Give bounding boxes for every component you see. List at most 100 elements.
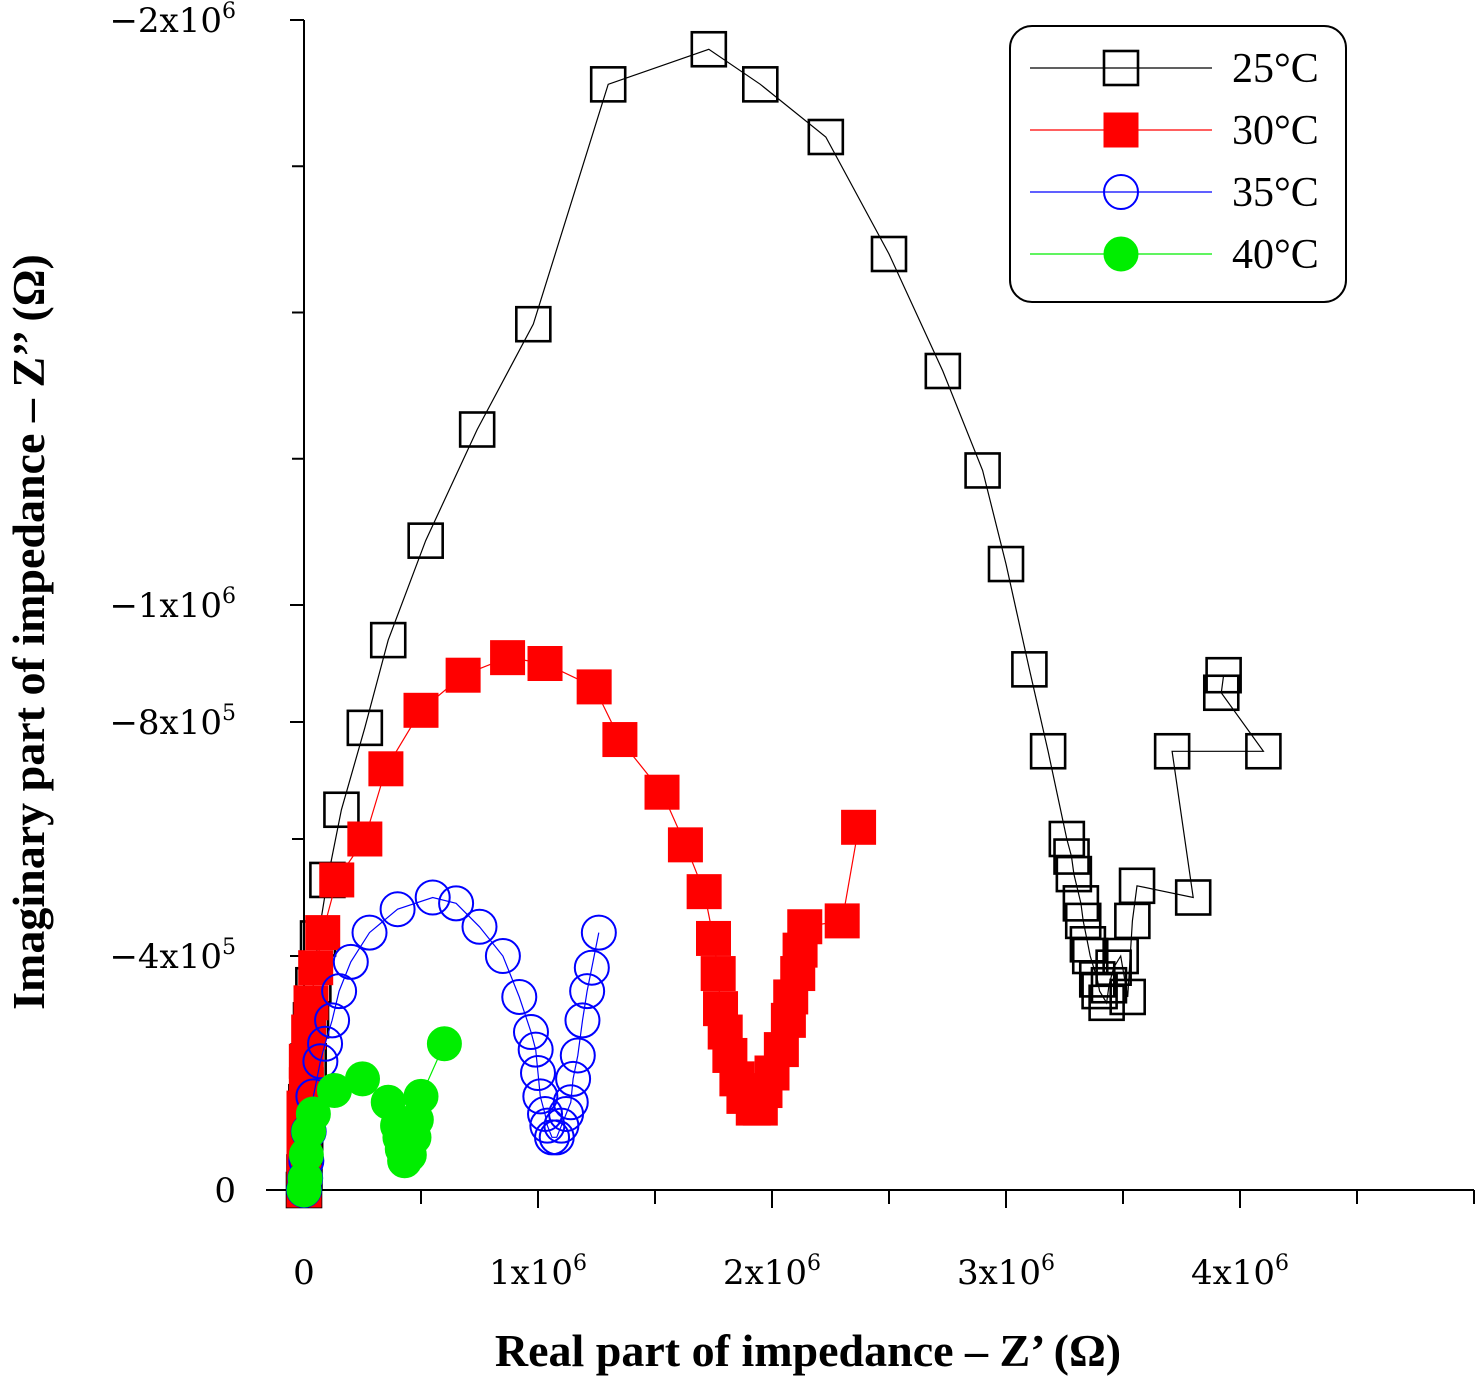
data-point [527, 646, 563, 681]
data-point [644, 774, 680, 810]
data-point [964, 452, 1001, 489]
data-point [1081, 972, 1118, 1010]
data-point [569, 973, 606, 1010]
tick-labels: 0 1x106 2x106 3x106 4x106 0 −4x105 −8x105 −1x106… [109, 0, 1289, 1293]
legend: 25°C 30°C 35°C 40°C [1009, 25, 1347, 303]
data-point [1055, 855, 1093, 893]
legend-entries: 25°C 30°C 35°C 40°C [1030, 46, 1319, 278]
data-point [426, 1026, 462, 1062]
data-point [305, 915, 341, 951]
data-point [870, 235, 908, 273]
y-tick-label: −2x106 [109, 0, 236, 41]
data-point [807, 118, 845, 156]
data-point [1205, 656, 1242, 694]
x-tick-label: 4x106 [1191, 1251, 1289, 1293]
data-point [323, 791, 360, 829]
legend-label: 40°C [1232, 232, 1319, 278]
legend-label: 25°C [1232, 46, 1319, 92]
data-point [512, 1014, 549, 1051]
data-point [787, 909, 823, 945]
data-point [580, 914, 617, 951]
x-tick-label: 3x106 [957, 1251, 1055, 1293]
data-point [314, 1002, 351, 1039]
data-point [414, 879, 451, 916]
data-point [403, 1078, 439, 1114]
data-point [490, 640, 526, 676]
data-point [690, 30, 728, 68]
data-point [520, 1055, 556, 1091]
data-point [307, 1025, 344, 1062]
data-point [686, 874, 722, 910]
data-point [346, 709, 384, 747]
legend-label: 35°C [1232, 170, 1319, 216]
data-point [559, 1037, 596, 1074]
data-point [741, 66, 779, 103]
data-point [295, 1096, 331, 1132]
data-point [522, 1078, 559, 1115]
legend-entry: 25°C [1030, 46, 1319, 92]
data-point [351, 914, 388, 951]
data-point [564, 1002, 601, 1039]
legend-marker [1103, 174, 1139, 210]
x-tick-label: 2x106 [723, 1251, 821, 1293]
data-point [589, 66, 627, 103]
data-point [345, 1061, 380, 1097]
data-point [302, 1043, 339, 1080]
data-point [573, 949, 610, 986]
legend-entry: 30°C [1030, 108, 1319, 154]
data-point [667, 827, 703, 863]
data-point [1095, 949, 1132, 987]
y-axis-title: Imaginary part of impedance – Z’’ (Ω) [3, 254, 54, 1010]
legend-entry: 35°C [1030, 170, 1319, 216]
data-point [1118, 867, 1156, 905]
y-tick-label: −4x105 [109, 935, 236, 977]
data-point [552, 1084, 589, 1121]
data-point [1109, 978, 1146, 1016]
data-point [1029, 732, 1067, 770]
x-tick-label: 1x106 [489, 1251, 587, 1293]
y-tick-label: −8x105 [109, 701, 236, 743]
legend-box [1009, 25, 1347, 303]
data-point [369, 621, 407, 659]
data-point [407, 522, 444, 559]
data-point [987, 545, 1025, 583]
series-4 [286, 1026, 462, 1208]
series-layer [285, 30, 1282, 1209]
series-line [303, 48, 1265, 1191]
data-point [379, 891, 416, 928]
data-point [501, 978, 538, 1015]
legend-marker [1102, 49, 1140, 87]
legend-label: 30°C [1232, 108, 1319, 154]
y-tick-label: −1x106 [109, 584, 236, 626]
data-point [924, 352, 962, 390]
series-line [303, 896, 600, 1191]
legend-entry: 40°C [1030, 232, 1319, 278]
data-point [1011, 651, 1048, 688]
data-point [403, 692, 439, 728]
x-axis-title: Real part of impedance – Z’ (Ω) [495, 1325, 1121, 1376]
data-point [438, 885, 475, 922]
data-point [696, 920, 731, 956]
data-point [1174, 879, 1212, 916]
data-point [576, 669, 612, 705]
data-point [368, 751, 404, 787]
data-point [1245, 732, 1282, 770]
legend-marker [1103, 112, 1139, 148]
data-point [841, 809, 877, 845]
data-point [484, 938, 521, 974]
data-point [445, 657, 481, 693]
data-point [319, 862, 355, 898]
data-point [763, 1032, 799, 1068]
data-point [461, 908, 498, 945]
data-point [824, 903, 860, 939]
y-tick-label: 0 [214, 1171, 236, 1211]
data-point [458, 411, 496, 448]
data-point [555, 1060, 592, 1097]
data-point [332, 943, 369, 980]
data-point [602, 722, 638, 758]
data-point [347, 821, 383, 857]
data-point [1153, 732, 1191, 770]
data-point [517, 1031, 554, 1068]
legend-marker [1103, 236, 1139, 272]
